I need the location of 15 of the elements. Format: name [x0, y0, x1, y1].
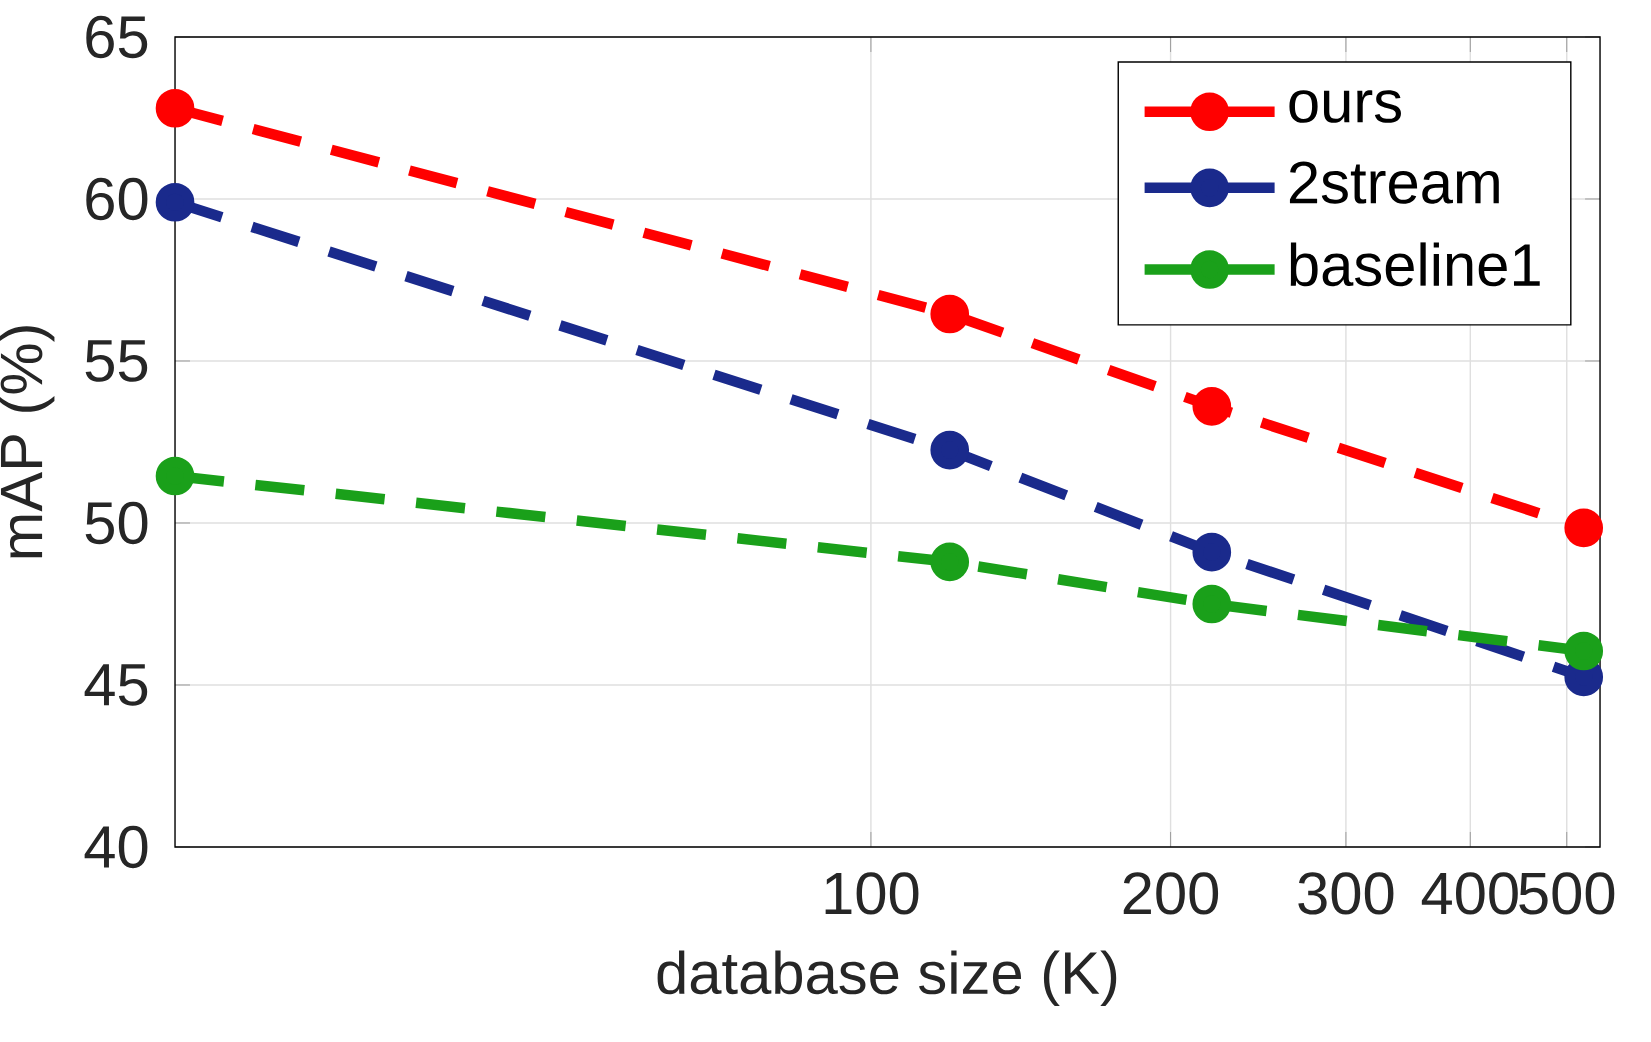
y-tick-label: 55 [85, 340, 148, 382]
y-tick-label: 45 [84, 664, 148, 706]
y-tick-label: 40 [84, 825, 148, 869]
legend-label: baseline1 [1290, 242, 1540, 287]
y-tick-label: 60 [86, 177, 148, 221]
x-tick-label: 500 [1519, 872, 1615, 915]
x-tick-label: 300 [1298, 872, 1394, 915]
x-tick-label: 100 [825, 872, 919, 915]
y-tick-label: 65 [86, 15, 148, 59]
x-tick-label: 400 [1421, 872, 1518, 915]
legend-label: ours [1289, 90, 1401, 123]
x-tick-label: 200 [1123, 872, 1219, 915]
legend-label: 2stream [1289, 161, 1499, 204]
y-tick-label: 50 [85, 501, 148, 545]
x-axis-title: database size (K) [657, 950, 1117, 1007]
